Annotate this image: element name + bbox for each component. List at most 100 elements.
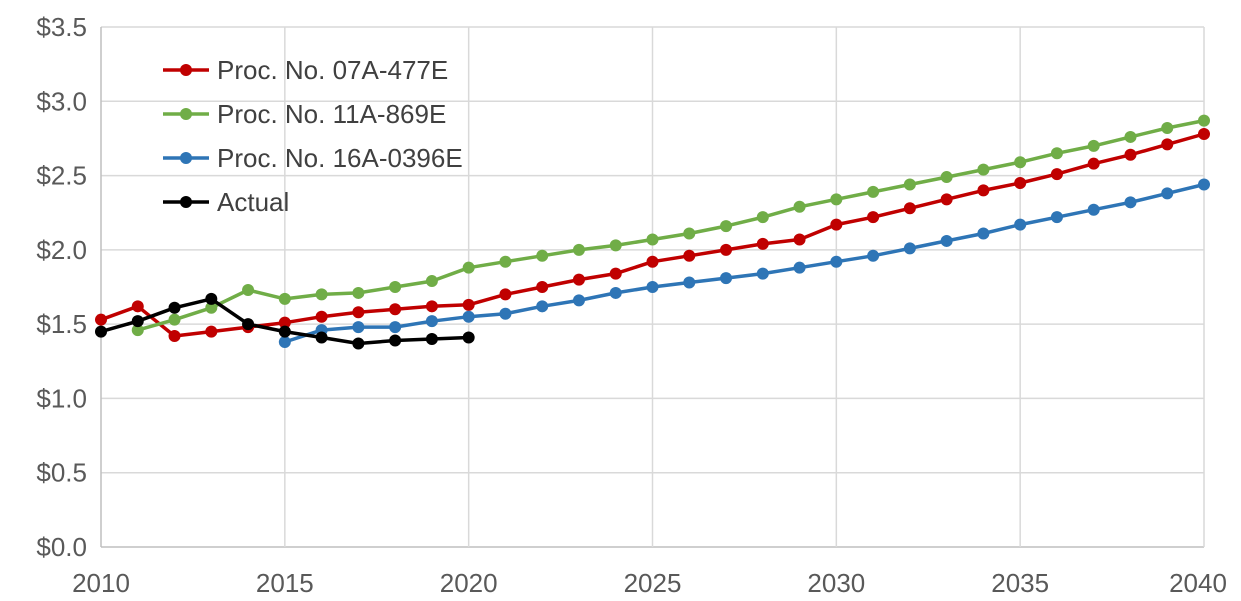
legend-swatch-marker [180, 64, 192, 76]
data-point [977, 163, 990, 176]
data-point [1087, 139, 1100, 152]
data-point [131, 300, 144, 313]
data-point [867, 185, 880, 198]
data-point [389, 281, 402, 293]
gridlines [100, 26, 1205, 548]
data-point [425, 315, 438, 328]
data-point [315, 310, 328, 323]
y-tick-label: $3.0 [36, 86, 87, 116]
data-point [683, 249, 696, 262]
data-point [536, 300, 549, 313]
data-point [903, 242, 916, 255]
x-tick-label: 2030 [807, 568, 865, 598]
data-point [720, 243, 733, 256]
legend-swatch-marker [180, 196, 192, 208]
data-point [1087, 203, 1100, 216]
data-point [168, 313, 181, 326]
data-point [1050, 147, 1063, 160]
data-point [646, 281, 659, 293]
data-point [278, 316, 291, 329]
data-point [977, 184, 990, 197]
data-point [389, 334, 402, 347]
y-tick-label: $2.0 [36, 235, 87, 265]
data-point [131, 315, 144, 328]
data-point [940, 234, 953, 247]
legend-swatch-marker [180, 152, 192, 164]
data-point [1124, 196, 1137, 209]
data-point [756, 237, 769, 250]
y-tick-label: $0.0 [36, 532, 87, 562]
data-point [389, 303, 402, 316]
data-point [646, 233, 659, 246]
data-point [95, 313, 107, 326]
data-point [168, 301, 181, 314]
legend-label: Proc. No. 07A-477E [217, 55, 448, 85]
data-point [536, 281, 549, 293]
data-point [462, 310, 475, 323]
x-tick-label: 2040 [1169, 568, 1227, 598]
axes: $0.0 $0.5 $1.0 $1.5 $2.0 $2.5 $3.0 $3.5 2010 2015… [36, 12, 1227, 598]
data-point [499, 288, 512, 301]
data-point [536, 249, 549, 262]
data-point [903, 202, 916, 215]
data-point [572, 294, 585, 307]
data-point [95, 325, 107, 338]
data-point [830, 218, 843, 231]
data-point [352, 321, 365, 334]
y-tick-label: $0.5 [36, 458, 87, 488]
y-tick-label: $1.0 [36, 383, 87, 413]
data-point [352, 337, 365, 350]
data-point [830, 193, 843, 206]
series-2 [278, 178, 1210, 348]
data-point [793, 233, 806, 246]
data-point [278, 335, 291, 348]
data-point [425, 275, 438, 288]
data-point [1161, 138, 1174, 151]
data-point [1198, 178, 1210, 191]
data-point [867, 211, 880, 224]
data-point [756, 267, 769, 280]
data-point [720, 220, 733, 233]
x-tick-label: 2035 [991, 568, 1049, 598]
data-point [756, 211, 769, 224]
data-point [278, 292, 291, 305]
data-point [1161, 122, 1174, 135]
data-point [903, 178, 916, 191]
data-point [315, 331, 328, 344]
legend-entry: Proc. No. 16A-0396E [163, 143, 463, 173]
x-tick-label: 2020 [440, 568, 498, 598]
legend-entry: Proc. No. 11A-869E [163, 99, 446, 129]
data-point [940, 193, 953, 206]
data-point [1124, 148, 1137, 161]
data-point [1014, 156, 1027, 169]
data-point [205, 292, 218, 305]
legend-label: Actual [217, 187, 289, 217]
data-point [1198, 114, 1210, 127]
data-point [462, 331, 475, 344]
data-point [793, 261, 806, 274]
data-point [977, 227, 990, 240]
data-point [278, 325, 291, 338]
data-point [683, 276, 696, 289]
data-point [352, 286, 365, 299]
data-point [131, 324, 144, 337]
data-point [462, 298, 475, 311]
data-point [1014, 218, 1027, 231]
data-point [425, 333, 438, 345]
data-point [389, 321, 402, 334]
x-tick-label: 2015 [256, 568, 314, 598]
data-point [609, 239, 622, 252]
data-point [572, 273, 585, 286]
y-tick-label: $1.5 [36, 309, 87, 339]
data-point [1161, 187, 1174, 200]
series-line [284, 182, 1205, 344]
data-point [830, 255, 843, 268]
data-point [242, 318, 255, 331]
data-point [315, 288, 328, 301]
series-line [137, 118, 1205, 332]
data-point [609, 267, 622, 280]
data-point [683, 227, 696, 240]
data-point [867, 249, 880, 262]
legend-label: Proc. No. 11A-869E [217, 99, 446, 129]
